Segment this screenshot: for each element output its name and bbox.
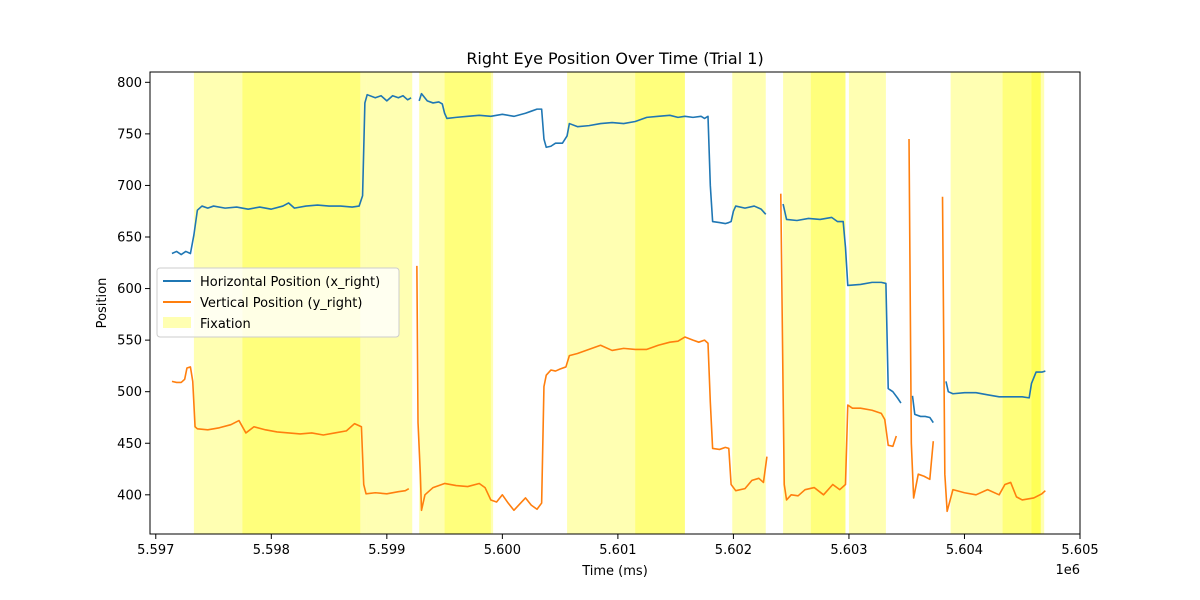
fixation-band-11: [950, 72, 1041, 534]
series-y-right-segment-4: [941, 196, 1046, 513]
x-tick-label-0: 5.597: [137, 543, 174, 558]
fixation-band-13: [1031, 72, 1045, 534]
legend-label-fixation: Fixation: [200, 317, 251, 332]
x-axis: 5.597 5.598 5.599 5.600 5.601 5.602 5.603 5.604…: [137, 534, 1099, 558]
series-x-right-segment-4: [945, 370, 1046, 399]
x-tick-label-5: 5.602: [715, 543, 752, 558]
x-tick-label-6: 5.603: [830, 543, 867, 558]
fixation-band-6: [635, 72, 685, 534]
chart-title: Right Eye Position Over Time (Trial 1): [466, 49, 763, 68]
legend-label-x-right: Horizontal Position (x_right): [200, 275, 380, 290]
y-tick-label-0: 400: [117, 488, 142, 503]
y-tick-label-3: 550: [117, 334, 142, 349]
fixation-band-9: [810, 72, 846, 534]
x-tick-label-1: 5.598: [253, 543, 290, 558]
fixation-band-8: [783, 72, 846, 534]
y-tick-label-6: 700: [117, 179, 142, 194]
series-x-right-segment-2: [782, 203, 902, 404]
y-tick-label-4: 600: [117, 282, 142, 297]
x-tick-label-4: 5.601: [599, 543, 636, 558]
x-axis-offset: 1e6: [1055, 563, 1080, 578]
legend-swatch-fixation: [163, 317, 191, 328]
series-x-right-segment-3: [911, 395, 934, 424]
legend-label-y-right: Vertical Position (y_right): [200, 296, 362, 311]
fixation-band-4: [444, 72, 491, 534]
y-axis: 400 450 500 550 600 650 700 750 800: [117, 76, 150, 503]
y-tick-label-8: 800: [117, 76, 142, 91]
series-y-right-segment-0: [171, 366, 410, 495]
fixation-band-5: [567, 72, 685, 534]
series-y-right-segment-1: [416, 265, 768, 512]
fixation-bands: [193, 72, 1045, 534]
plot-frame: [149, 71, 1081, 535]
x-tick-label-2: 5.599: [368, 543, 405, 558]
y-tick-label-7: 750: [117, 127, 142, 142]
series-x-right-segment-1: [418, 92, 767, 225]
legend-box: [156, 267, 400, 338]
legend: Horizontal Position (x_right) Vertical P…: [156, 267, 400, 338]
fixation-band-10: [848, 72, 886, 534]
plot-lines: [171, 92, 1046, 513]
series-y-right-segment-2: [779, 193, 898, 501]
y-tick-label-2: 500: [117, 385, 142, 400]
x-axis-label: Time (ms): [581, 564, 648, 579]
y-axis-label: Position: [95, 278, 110, 329]
fixation-band-12: [1002, 72, 1041, 534]
y-tick-label-1: 450: [117, 437, 142, 452]
x-tick-label-3: 5.600: [484, 543, 521, 558]
x-tick-label-8: 5.605: [1061, 543, 1098, 558]
series-y-right-segment-3: [908, 139, 935, 499]
x-tick-label-7: 5.604: [946, 543, 983, 558]
y-tick-label-5: 650: [117, 231, 142, 246]
series-x-right-segment-0: [171, 93, 412, 256]
fixation-band-3: [419, 72, 494, 534]
fixation-band-7: [732, 72, 766, 534]
